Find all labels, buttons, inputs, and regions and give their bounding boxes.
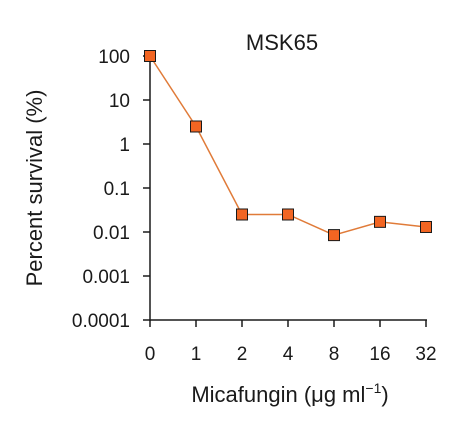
x-axis-label-close: ) xyxy=(381,382,388,407)
y-tick-label: 0.01 xyxy=(93,223,130,244)
y-axis-ticks: 100 10 1 0.1 0.01 0.001 0.0001 xyxy=(72,47,150,332)
y-axis-label: Percent survival (%) xyxy=(22,90,47,287)
data-point-marker xyxy=(282,208,294,221)
data-point-marker xyxy=(328,229,340,242)
y-tick-label: 0.0001 xyxy=(72,311,130,332)
x-tick-label: 2 xyxy=(237,344,248,365)
x-tick-label: 0 xyxy=(145,344,156,365)
data-point-marker xyxy=(144,50,156,62)
x-axis-label-main: Micafungin (μg ml xyxy=(191,382,365,407)
y-tick-label: 1 xyxy=(119,135,130,156)
data-point-marker xyxy=(420,220,432,233)
x-axis-label: Micafungin (μg ml−1) xyxy=(191,380,388,407)
y-tick-label: 10 xyxy=(109,91,130,112)
x-tick-label: 16 xyxy=(369,344,390,365)
series-line xyxy=(149,55,427,236)
x-axis-label-superscript: −1 xyxy=(365,380,381,396)
x-tick-label: 1 xyxy=(191,344,202,365)
x-tick-label: 4 xyxy=(283,344,294,365)
x-axis-ticks: 0 1 2 4 8 16 32 xyxy=(145,320,437,365)
chart-title: MSK65 xyxy=(246,30,318,55)
series-group xyxy=(144,50,432,242)
y-tick-label: 0.001 xyxy=(82,267,130,288)
data-point-marker xyxy=(190,120,202,133)
y-tick-label: 100 xyxy=(98,47,130,68)
y-tick-label: 0.1 xyxy=(104,179,130,200)
axes xyxy=(149,56,427,321)
data-point-marker xyxy=(374,215,386,228)
x-tick-label: 8 xyxy=(329,344,340,365)
data-point-marker xyxy=(236,208,248,221)
x-tick-label: 32 xyxy=(415,344,436,365)
